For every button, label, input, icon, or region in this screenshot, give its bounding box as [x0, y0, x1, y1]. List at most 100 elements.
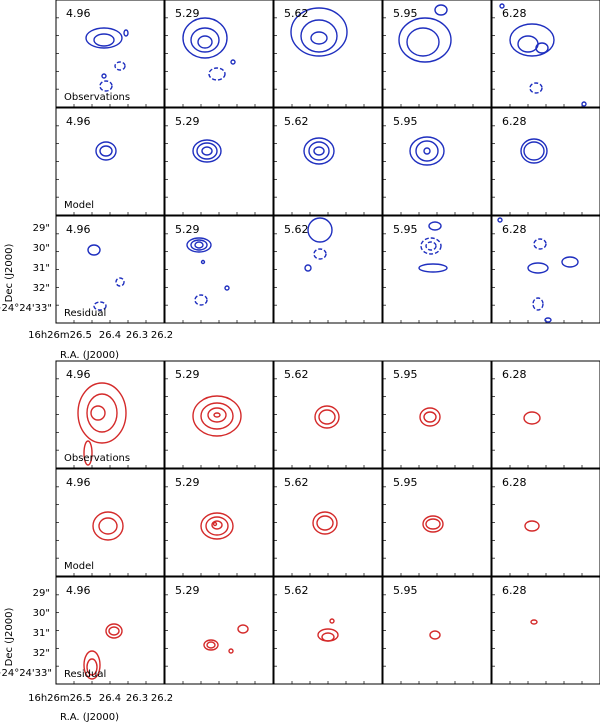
velocity-label: 5.29 — [175, 368, 200, 381]
contour-line — [77, 382, 127, 444]
contour-line — [200, 259, 206, 265]
contour-line — [316, 515, 334, 531]
velocity-label: 5.29 — [175, 476, 200, 489]
contour-line — [182, 17, 228, 59]
dec-tick-label: −24°24'33" — [0, 668, 52, 679]
top-block-panel: 4.96 Residual — [55, 215, 165, 324]
top-block-panel: 5.29 — [164, 215, 274, 324]
dec-tick-label: 32" — [33, 283, 50, 294]
panel-frame — [164, 468, 274, 577]
panel-frame — [491, 360, 600, 469]
velocity-label: 5.95 — [393, 476, 418, 489]
contour-line — [530, 619, 538, 625]
ra-axis-label-bottom: R.A. (J2000) — [60, 712, 119, 723]
ra-tick-label: 26.3 — [126, 693, 148, 704]
contour-line — [190, 27, 220, 53]
velocity-label: 6.28 — [502, 115, 527, 128]
contour-line — [423, 147, 431, 155]
row-label: Model — [64, 561, 94, 572]
bottom-block-panel: 5.29 — [164, 360, 274, 469]
velocity-label: 5.95 — [393, 7, 418, 20]
contour-line — [529, 82, 543, 94]
velocity-label: 5.95 — [393, 115, 418, 128]
contour-line — [83, 650, 101, 680]
contour-line — [318, 409, 336, 425]
panel-frame — [55, 215, 165, 324]
contour-line — [409, 136, 445, 166]
contour-line — [425, 518, 441, 530]
velocity-label: 5.29 — [175, 7, 200, 20]
panel-frame — [164, 215, 274, 324]
bottom-block-panel: 4.96 Residual — [55, 576, 165, 685]
contour-line — [101, 73, 107, 79]
row-label: Residual — [64, 308, 106, 319]
contour-line — [207, 407, 227, 423]
contour-line — [190, 239, 208, 251]
contour-line — [114, 61, 126, 71]
contour-line — [194, 294, 208, 306]
velocity-label: 6.28 — [502, 223, 527, 236]
top-block-panel: 5.95 — [382, 0, 492, 108]
top-block-panel: 6.28 — [491, 0, 600, 108]
contour-line — [203, 639, 219, 651]
panel-frame — [382, 576, 492, 685]
ra-tick-label: 26.4 — [99, 693, 121, 704]
ra-axis-label-top: R.A. (J2000) — [60, 350, 119, 361]
velocity-label: 5.29 — [175, 115, 200, 128]
dec-tick-label: 31" — [33, 263, 50, 274]
contour-line — [186, 237, 212, 253]
velocity-label: 5.62 — [284, 476, 309, 489]
panel-frame — [273, 468, 383, 577]
panel-frame — [491, 0, 600, 108]
contour-line — [98, 517, 118, 535]
panel-frame — [273, 576, 383, 685]
contour-line — [201, 146, 213, 156]
velocity-label: 6.28 — [502, 584, 527, 597]
contour-line — [93, 33, 115, 47]
dec-tick-label: 32" — [33, 648, 50, 659]
contour-line — [208, 67, 226, 81]
contour-line — [544, 317, 552, 323]
velocity-label: 4.96 — [66, 223, 91, 236]
panel-frame — [491, 107, 600, 216]
contour-line — [523, 411, 541, 425]
top-block-panel: 5.95 — [382, 107, 492, 216]
contour-line — [415, 140, 439, 162]
contour-line — [206, 641, 216, 649]
panel-frame — [382, 0, 492, 108]
contour-line — [123, 29, 129, 37]
panel-grid: 4.96 Observations 5.29 5.62 5.95 6.28 4.96 Mode… — [55, 0, 600, 685]
contour-line — [535, 42, 549, 54]
top-block-panel: 5.62 — [273, 0, 383, 108]
velocity-label: 5.29 — [175, 223, 200, 236]
panel-frame — [382, 107, 492, 216]
panel-frame — [55, 576, 165, 685]
bottom-block-panel: 5.29 — [164, 576, 274, 685]
row-label: Observations — [64, 453, 130, 464]
bottom-block-panel: 5.29 — [164, 468, 274, 577]
ra-tick-label: 26.3 — [126, 330, 148, 341]
contour-line — [212, 521, 218, 527]
contour-line — [213, 412, 221, 418]
contour-line — [205, 516, 229, 536]
bottom-block-panel: 6.28 — [491, 468, 600, 577]
contour-line — [105, 623, 123, 639]
velocity-label: 5.29 — [175, 584, 200, 597]
contour-line — [211, 520, 223, 530]
contour-line — [92, 511, 124, 541]
contour-line — [86, 393, 118, 433]
contour-line — [99, 145, 113, 157]
contour-line — [196, 142, 218, 160]
velocity-label: 5.62 — [284, 115, 309, 128]
row-label: Observations — [64, 92, 130, 103]
contour-line — [428, 221, 442, 231]
ra-tick-label: 26.4 — [99, 330, 121, 341]
panel-frame — [491, 576, 600, 685]
contour-line — [418, 263, 448, 273]
contour-line — [228, 648, 234, 654]
contour-line — [422, 515, 444, 533]
contour-line — [532, 297, 544, 311]
velocity-label: 5.62 — [284, 7, 309, 20]
contour-line — [423, 411, 437, 423]
velocity-label: 5.62 — [284, 584, 309, 597]
